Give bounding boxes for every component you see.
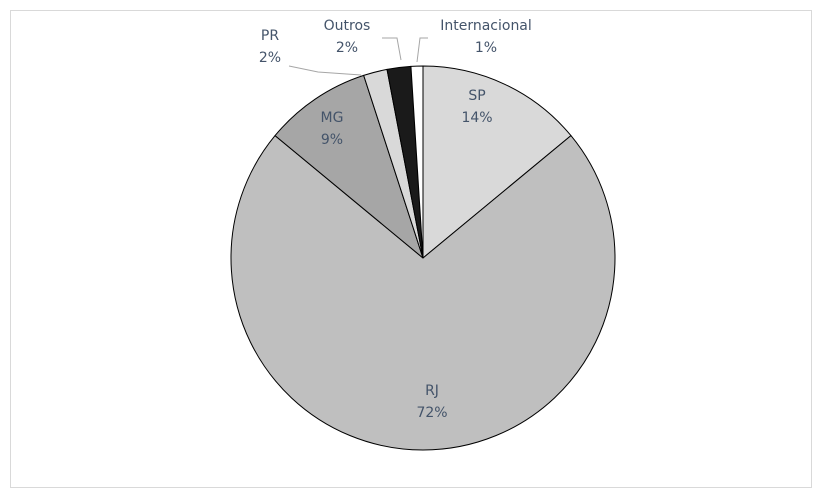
slice-label-rj: RJ: [425, 383, 439, 399]
slice-value-internacional: 1%: [475, 40, 497, 56]
leader-lines: [288, 37, 428, 76]
pie-slice-mg: [274, 74, 424, 259]
slice-value-sp: 14%: [461, 110, 492, 126]
slice-value-pr: 2%: [259, 50, 281, 66]
slice-label-pr: PR: [261, 28, 279, 44]
slice-label-internacional: Internacional: [440, 18, 532, 34]
slice-label-sp: SP: [468, 88, 485, 104]
leader-line-pr: [288, 65, 362, 76]
pie-slice-internacional: [410, 65, 424, 259]
slice-label-mg: MG: [321, 110, 344, 126]
slice-label-outros: Outros: [324, 18, 371, 34]
pie-labels: SP 14% RJ 72% MG 9% PR 2% Outros 2% Internacional 1…: [259, 18, 532, 421]
pie-slices: [230, 65, 616, 451]
slice-value-rj: 72%: [416, 405, 447, 421]
leader-line-internacional: [416, 37, 428, 63]
leader-line-outros: [382, 37, 402, 61]
pie-slice-rj: [230, 135, 616, 451]
pie-slice-sp: [422, 65, 572, 259]
slice-value-outros: 2%: [336, 40, 358, 56]
slice-value-mg: 9%: [321, 132, 343, 148]
